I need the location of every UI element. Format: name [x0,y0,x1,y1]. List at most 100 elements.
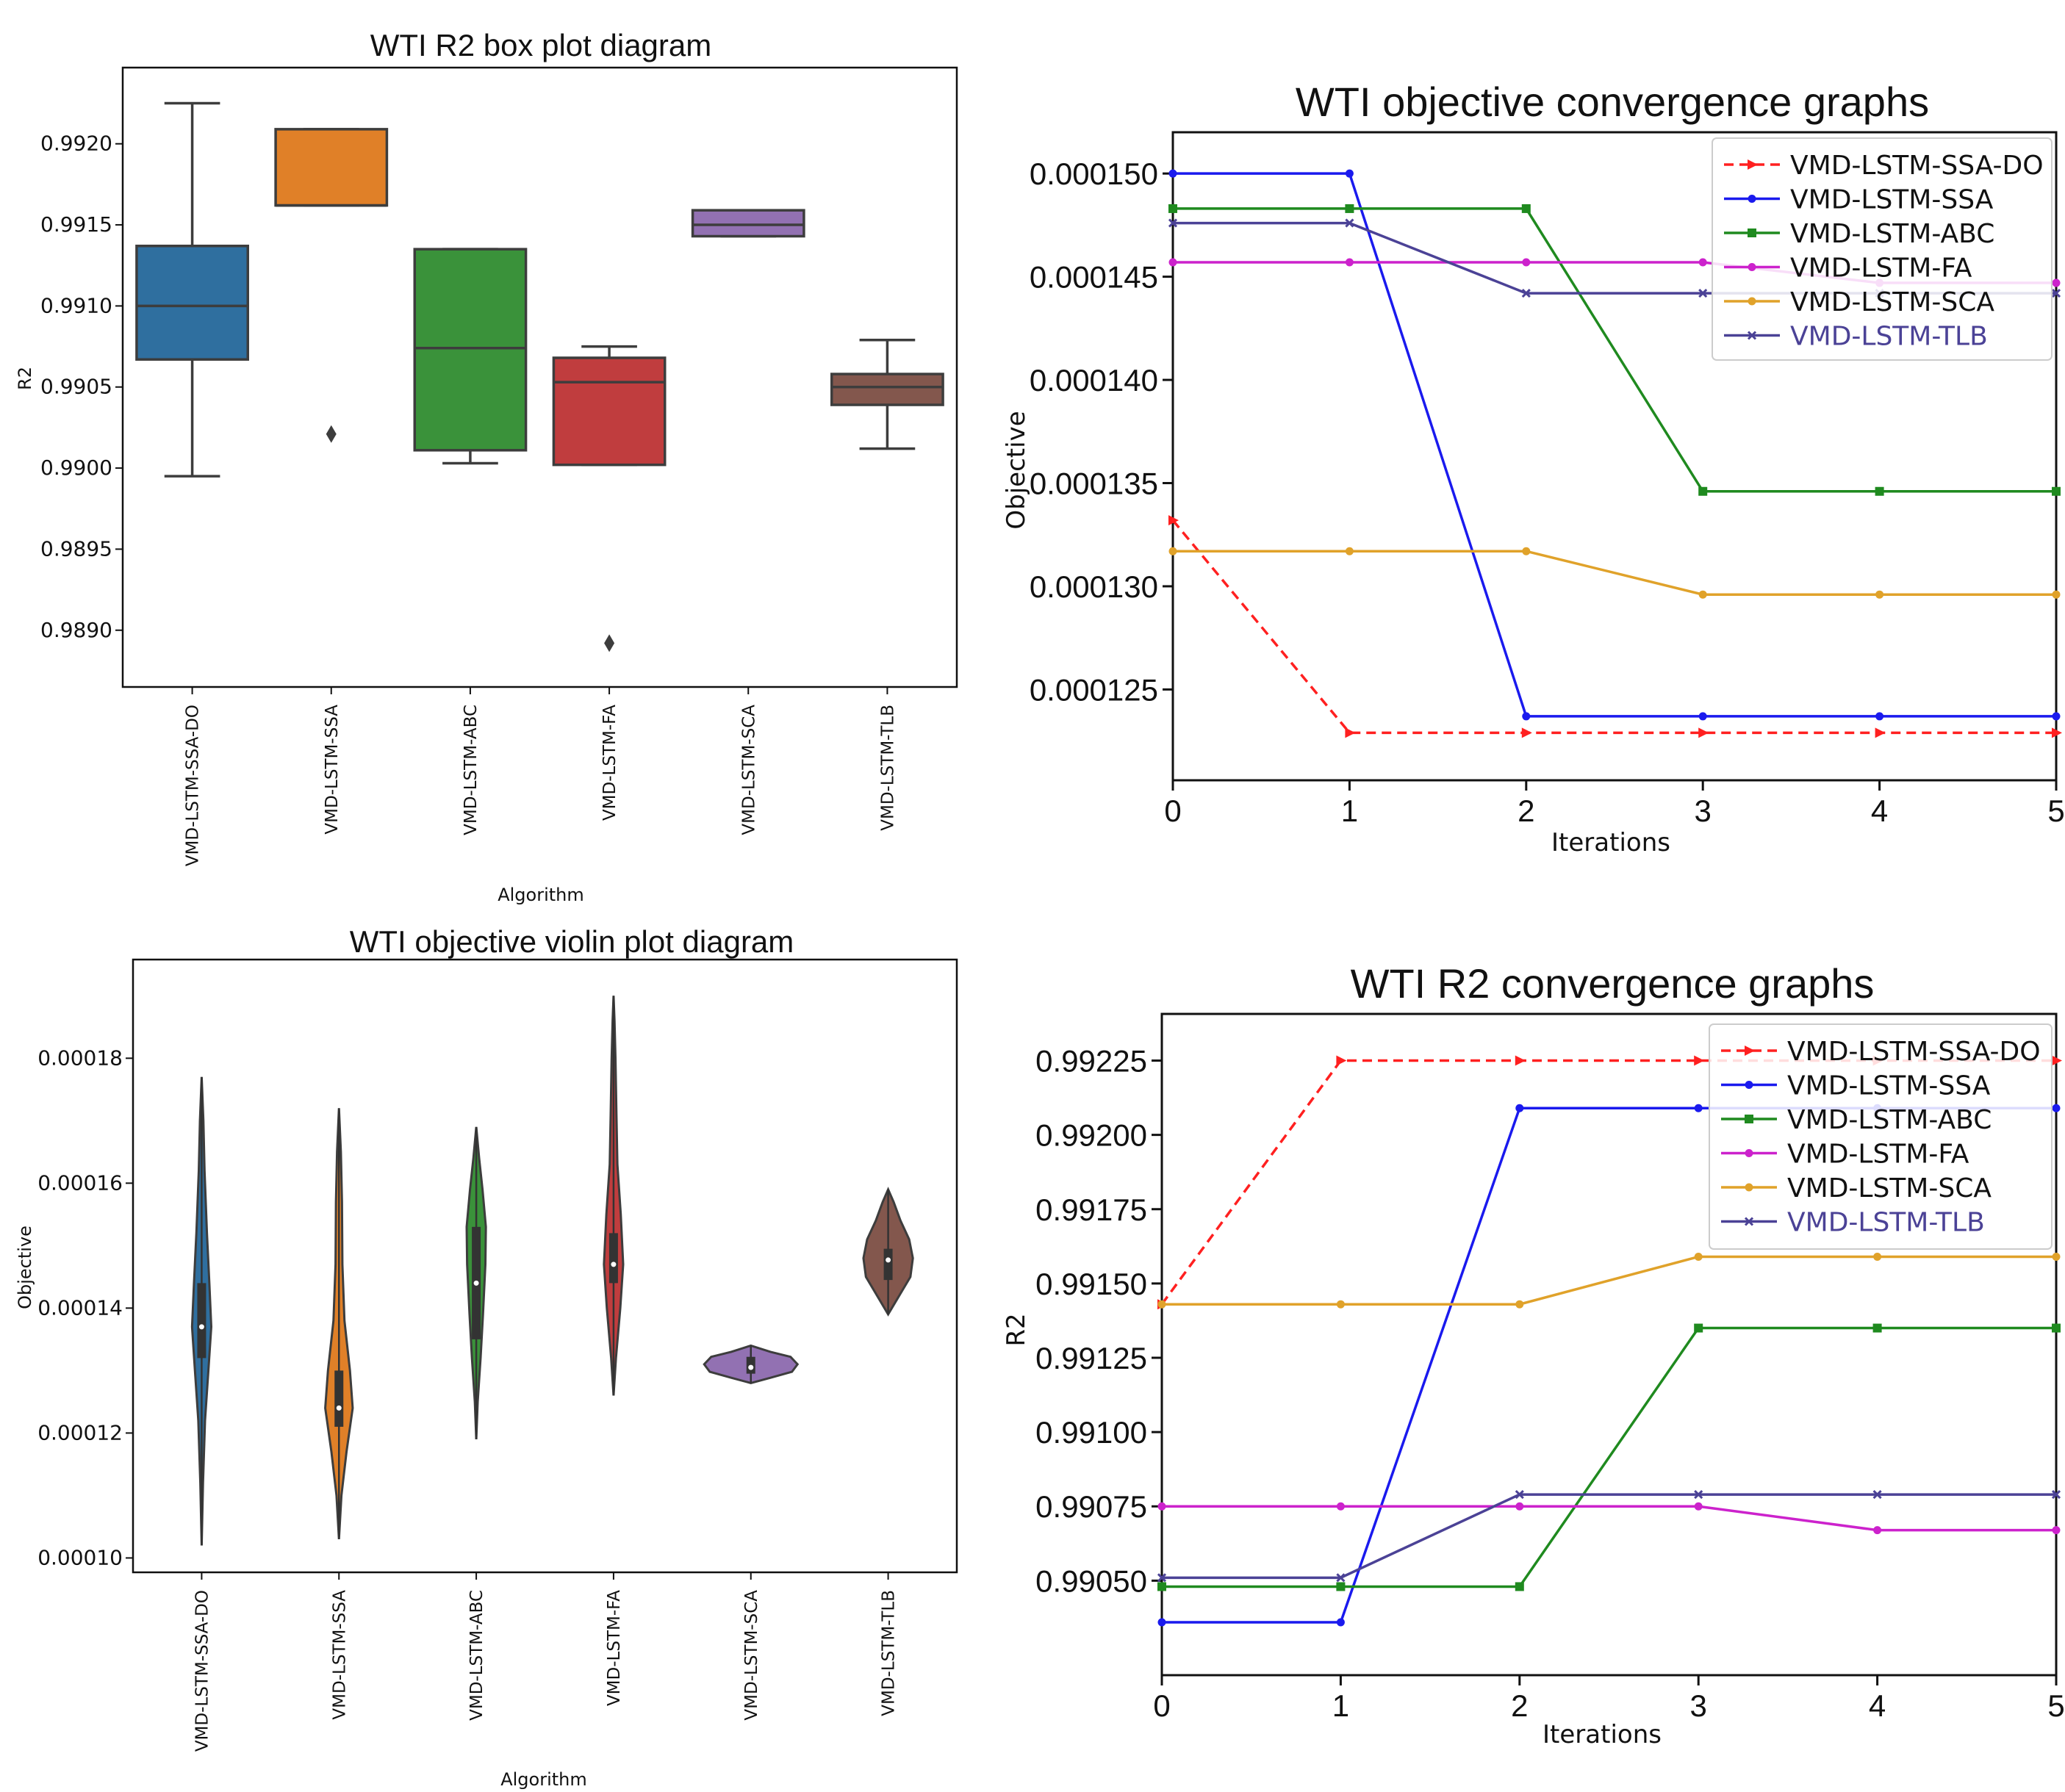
box-body [135,244,249,361]
box-body [552,356,667,467]
objconv-data-point [1698,289,1708,298]
objconv-data-point [1698,727,1709,738]
box-body [274,128,389,207]
r2conv-xtick-label: 4 [1869,1688,1886,1723]
r2conv-legend-label: VMD-LSTM-SSA-DO [1787,1037,2041,1067]
r2conv-data-point [1872,1323,1882,1333]
violin-iqr-box [608,1233,618,1284]
objconv-xtick-label: 1 [1341,794,1358,828]
violin-median-dot [748,1364,754,1370]
objective-convergence-xlabel: Iterations [1551,828,1670,857]
objconv-legend-label: VMD-LSTM-FA [1790,253,1972,284]
violin-group-vmd-lstm-abc [465,1126,487,1439]
violin-iqr-box [334,1370,344,1427]
objconv-xtick-label: 4 [1871,794,1888,828]
objconv-legend-marker [1748,263,1756,271]
r2conv-data-point [1515,1490,1524,1500]
objconv-data-point [1698,258,1707,267]
objconv-data-point [1522,547,1531,555]
r2conv-ytick-label: 0.99150 [1035,1267,1147,1301]
box-outlier-point [326,425,337,443]
r2-convergence-panel: WTI R2 convergence graphs Iterations R2 … [1002,960,2065,1749]
r2conv-legend-marker [1744,1217,1754,1226]
objconv-data-point [1521,289,1531,298]
r2conv-xtick-label: 3 [1690,1688,1707,1723]
objective-convergence-panel: WTI objective convergence graphs Iterati… [1002,79,2065,857]
box-xtick-label: VMD-LSTM-SCA [739,705,758,835]
objconv-ytick-label: 0.000125 [1030,672,1158,707]
objconv-ytick-label: 0.000140 [1030,363,1158,397]
objconv-series-vmd-lstm-ssa-do [1168,515,2062,738]
r2conv-data-point [1157,1618,1166,1627]
r2conv-legend-marker [1745,1183,1753,1192]
r2conv-data-point [1157,1300,1166,1309]
objconv-series-vmd-lstm-sca [1168,547,2061,599]
objconv-data-point [1345,258,1354,267]
objconv-data-point [1875,712,1884,721]
violin-ytick-label: 0.00014 [37,1295,123,1320]
r2conv-legend-label: VMD-LSTM-TLB [1787,1208,1985,1238]
box-body [691,209,805,238]
box-xtick-label: VMD-LSTM-ABC [462,705,481,835]
objconv-legend-marker [1748,159,1758,170]
objconv-data-point [1698,712,1707,721]
box-group-vmd-lstm-ssa-do [135,101,249,478]
r2conv-data-point [2051,1490,2061,1500]
objconv-data-point [1345,218,1354,228]
violin-xtick-label: VMD-LSTM-ABC [467,1590,486,1721]
r2conv-legend-box [1709,1023,2053,1250]
objconv-data-point [1345,169,1354,178]
r2conv-legend-label: VMD-LSTM-ABC [1787,1105,1992,1135]
objconv-data-point [1168,204,1177,213]
box-group-vmd-lstm-sca [691,209,805,238]
r2conv-legend-marker [1745,1149,1753,1157]
r2conv-series-vmd-lstm-tlb [1157,1490,2061,1583]
r2conv-series-line [1162,1493,2056,1580]
r2conv-data-point [1515,1582,1524,1591]
objconv-legend-label: VMD-LSTM-SCA [1790,287,1994,317]
r2-convergence-xlabel: Iterations [1543,1720,1662,1749]
box-outlier-point [604,634,615,652]
violin-median-dot [886,1257,891,1263]
violin-ytick-label: 0.00018 [37,1046,123,1070]
r2conv-legend-marker [1745,1046,1755,1056]
objconv-data-point [1168,547,1177,555]
objconv-data-point [1698,486,1708,496]
r2conv-data-point [1336,1582,1346,1591]
violin-median-dot [198,1324,204,1330]
r2conv-data-point [1515,1055,1526,1066]
objconv-data-point [1168,218,1178,228]
r2conv-data-point [1873,1252,1882,1261]
r2conv-series-vmd-lstm-sca [1157,1252,2061,1309]
objconv-legend-marker [1747,331,1757,340]
objconv-data-point [1521,727,1532,738]
box-xtick-label: VMD-LSTM-FA [600,705,620,821]
r2conv-data-point [1515,1300,1524,1309]
box-plot-panel: WTI R2 box plot diagram Algorithm R2 0.9… [15,28,958,905]
objconv-data-point [2052,278,2061,287]
box-group-vmd-lstm-tlb [830,338,944,450]
r2conv-data-point [1336,1300,1345,1309]
r2conv-legend-label: VMD-LSTM-SSA [1787,1071,1991,1101]
violin-xtick-label: VMD-LSTM-SSA-DO [193,1590,212,1752]
objconv-legend-marker [1748,297,1756,306]
r2conv-data-point [1157,1573,1167,1583]
objconv-series-vmd-lstm-ssa [1168,169,2061,721]
r2conv-xtick-label: 5 [2047,1688,2064,1723]
objconv-data-point [1345,204,1354,213]
box-plot-ylabel: R2 [15,367,35,390]
r2conv-data-point [1336,1502,1345,1511]
objconv-legend-label: VMD-LSTM-ABC [1790,219,1994,249]
objective-convergence-title: WTI objective convergence graphs [1296,79,1929,125]
box-ytick-label: 0.9890 [40,618,112,642]
box-plot-xlabel: Algorithm [498,885,584,905]
violin-median-dot [611,1262,617,1267]
objconv-data-point [2052,727,2062,738]
r2conv-data-point [1694,1252,1703,1261]
r2conv-series-vmd-lstm-abc [1157,1323,2061,1591]
r2conv-xtick-label: 0 [1153,1688,1170,1723]
objconv-ytick-label: 0.000150 [1030,156,1158,191]
violin-plot-title: WTI objective violin plot diagram [350,924,794,959]
violin-plot-panel: WTI objective violin plot diagram Algori… [15,924,958,1790]
objconv-series-line [1171,519,2056,735]
